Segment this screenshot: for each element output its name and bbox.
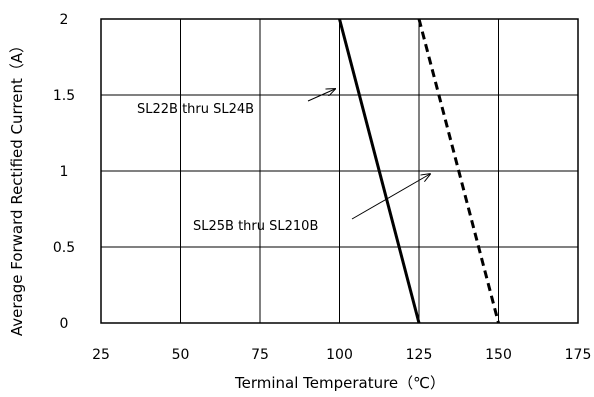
y-tick-label: 0.5 xyxy=(53,240,75,256)
y-axis-title: Average Forward Rectified Current（A） xyxy=(8,38,26,336)
x-tick-label: 175 xyxy=(565,347,592,363)
annotation-label-2: SL25B thru SL210B xyxy=(193,219,318,234)
x-tick-label: 150 xyxy=(485,347,512,363)
annotation-arrow-2 xyxy=(351,174,430,220)
series-line-1 xyxy=(338,18,421,324)
x-tick-label: 75 xyxy=(251,347,269,363)
series-layer xyxy=(338,18,500,324)
x-tick-label: 25 xyxy=(92,347,110,363)
x-tick-label: 125 xyxy=(406,347,433,363)
x-tick-label: 100 xyxy=(326,347,353,363)
annotation-arrow-1 xyxy=(307,89,335,102)
y-tick-label: 0 xyxy=(60,316,69,332)
x-axis-title: Terminal Temperature（℃） xyxy=(234,374,445,392)
series-line-2 xyxy=(417,18,500,324)
y-tick-label: 2 xyxy=(60,12,69,28)
grid xyxy=(100,18,579,324)
annotation-label-1: SL22B thru SL24B xyxy=(137,102,254,117)
x-tick-labels: 25 50 75 100 125 150 175 xyxy=(92,347,591,363)
y-tick-labels: 0 0.5 1 1.5 2 xyxy=(53,12,75,332)
y-tick-label: 1.5 xyxy=(53,88,75,104)
x-tick-label: 50 xyxy=(172,347,190,363)
y-tick-label: 1 xyxy=(60,164,69,180)
